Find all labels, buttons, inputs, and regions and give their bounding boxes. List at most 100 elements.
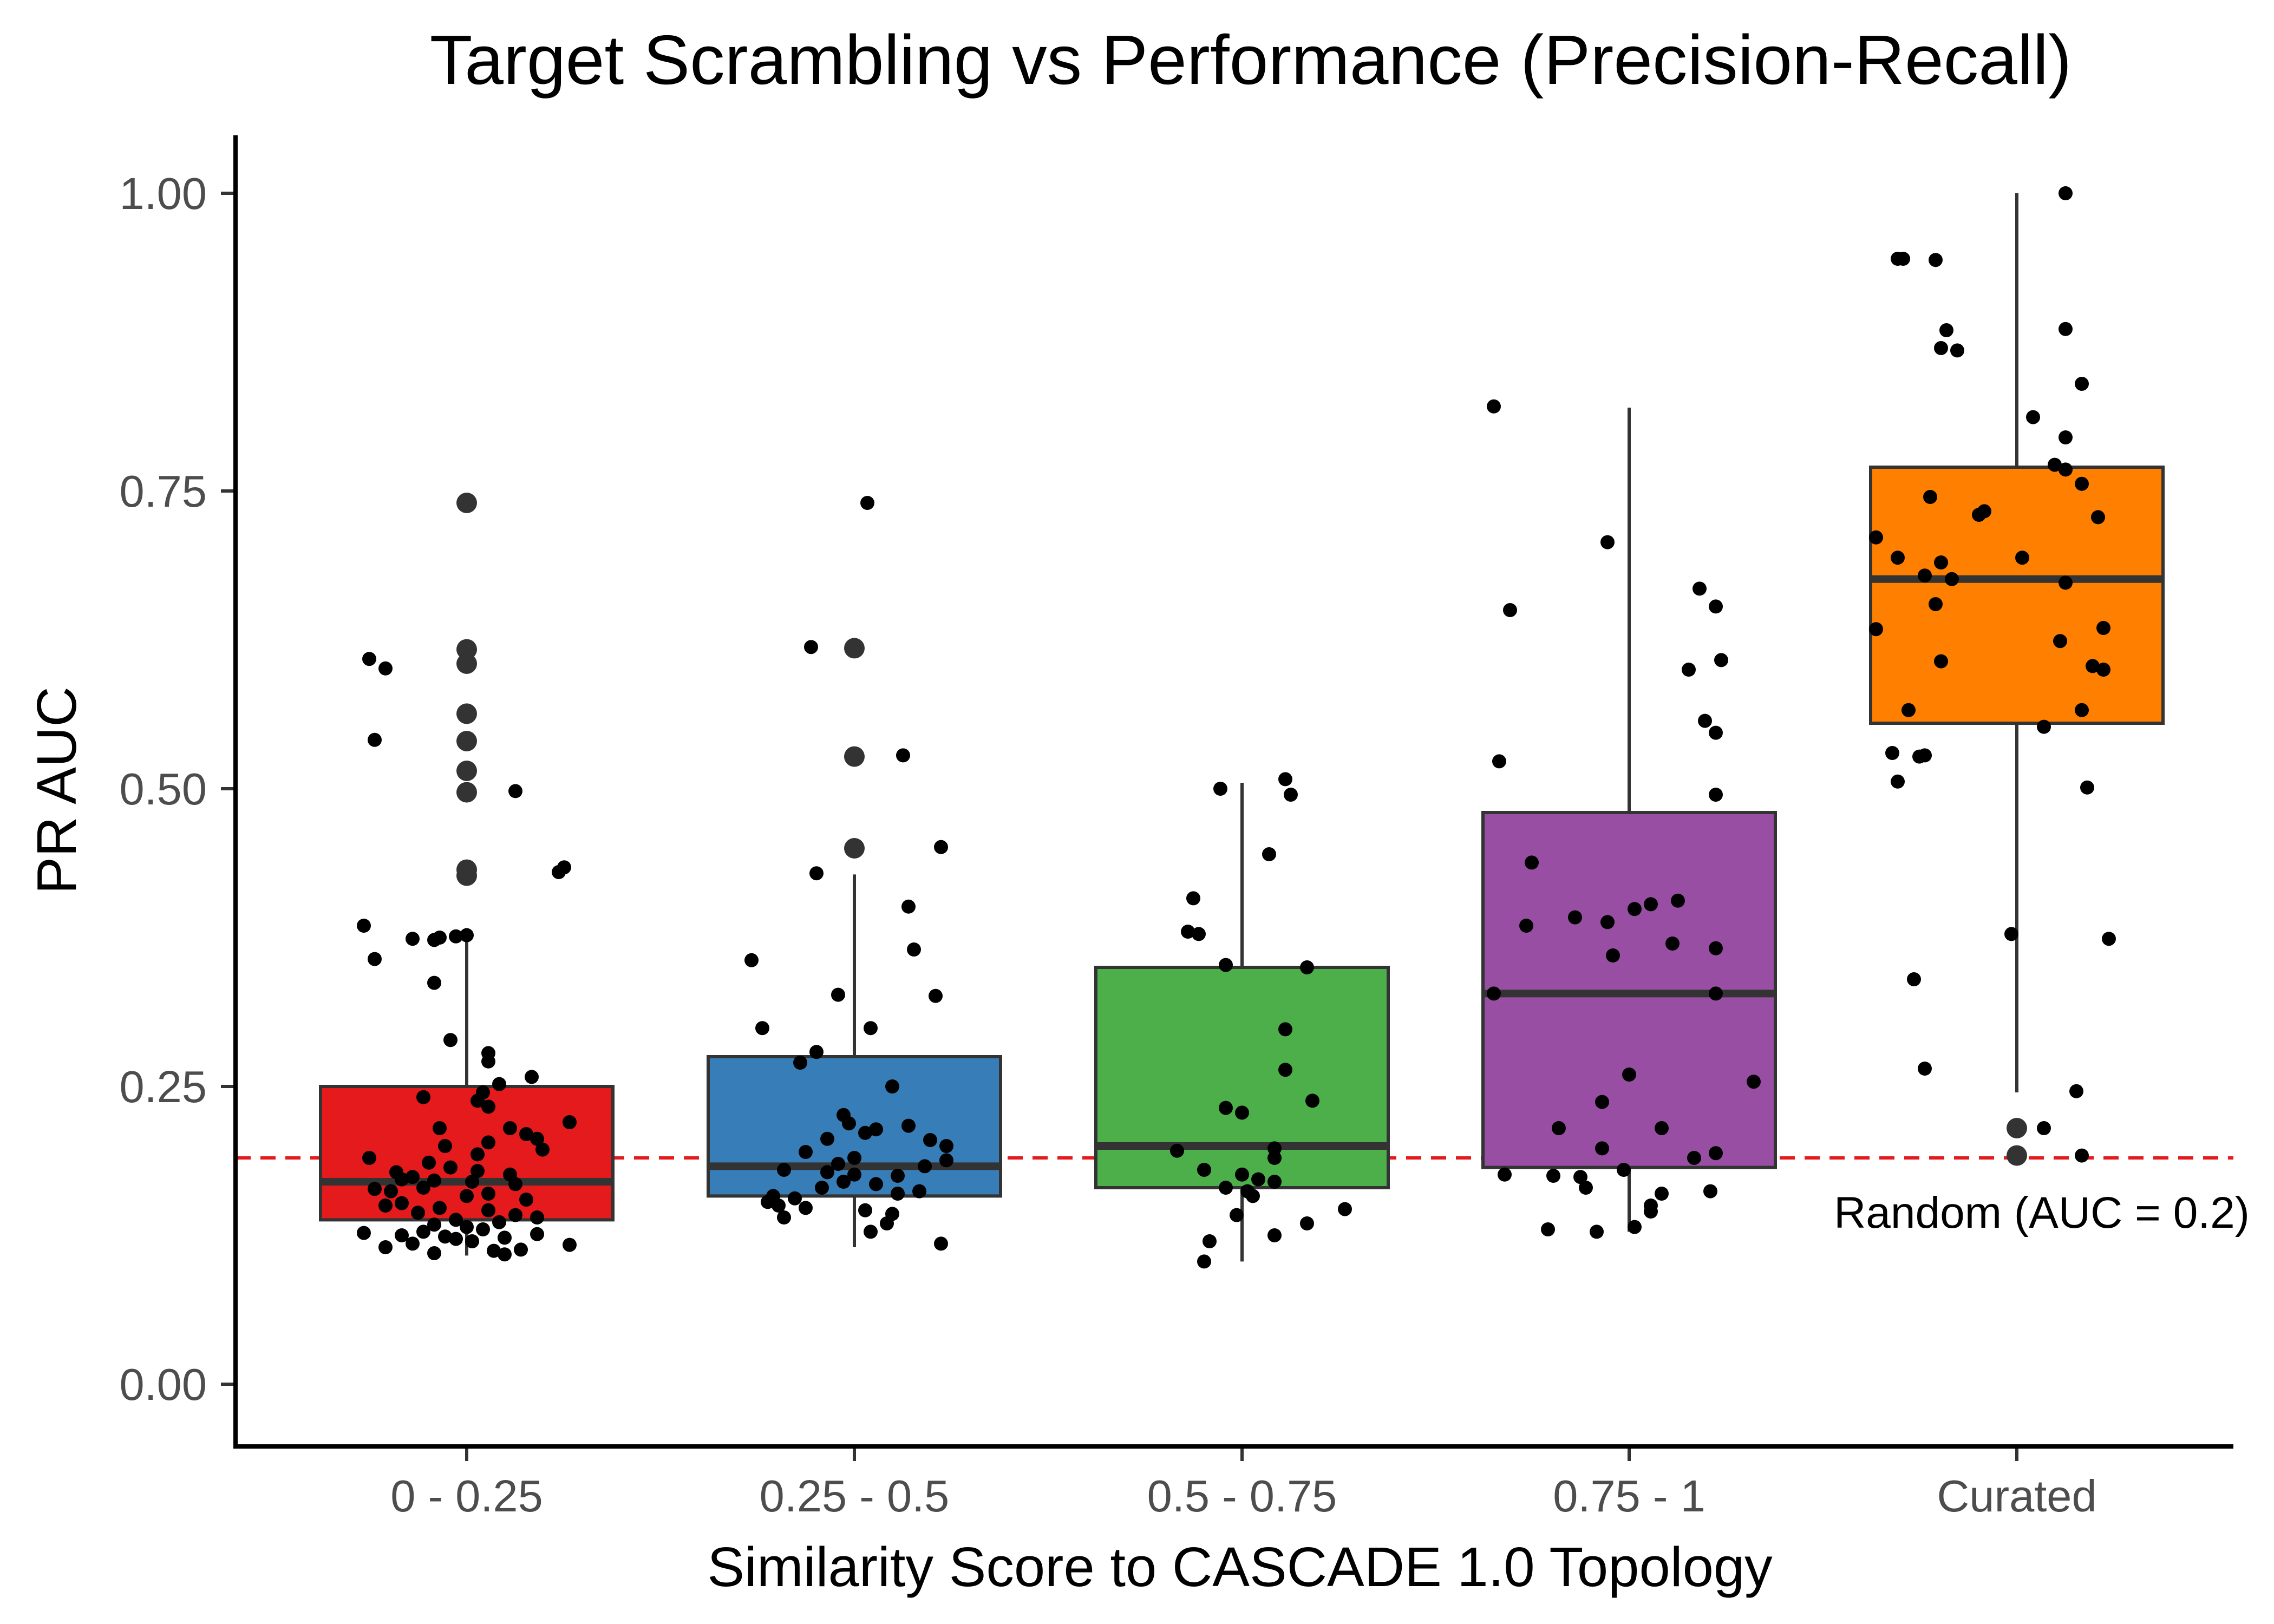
data-point [530,1131,544,1146]
data-point [1896,252,1910,266]
box-3 [1481,408,1777,1232]
data-point [2037,719,2051,734]
data-point [1235,1167,1249,1182]
data-point [481,1054,495,1069]
data-point [1600,915,1615,929]
data-point [1595,1141,1609,1156]
data-point [1644,897,1658,912]
data-point [918,1159,932,1174]
data-point [891,1169,905,1183]
data-point [901,1118,916,1133]
data-point [864,1021,878,1036]
data-point [939,1139,953,1153]
data-point [378,1199,393,1213]
y-tick-label: 0.25 [119,1062,207,1112]
outlier-point [456,761,477,781]
data-point [804,640,818,654]
data-point [1267,1228,1282,1242]
data-point [1235,1105,1249,1120]
data-point [1219,1181,1233,1195]
outlier-point [456,731,477,751]
data-point [465,1234,479,1248]
data-point [809,866,824,881]
data-point [481,1135,495,1150]
data-point [438,1139,452,1153]
data-point [427,975,441,990]
data-point [508,1177,522,1191]
data-point [1262,847,1276,861]
data-point [912,1184,926,1199]
data-point [1907,972,1921,986]
data-point [847,1151,861,1165]
data-point [492,1077,506,1091]
data-point [1595,1095,1609,1109]
data-point [2086,659,2100,673]
data-point [1644,1204,1658,1219]
data-point [460,928,474,942]
data-point [1714,653,1728,667]
data-point [858,1125,872,1140]
y-tick-label: 0.00 [119,1359,207,1410]
data-point [2075,703,2089,717]
data-point [503,1121,517,1135]
data-point [820,1131,834,1146]
data-point [1568,910,1582,925]
data-point [1590,1224,1604,1239]
data-point [2059,575,2073,590]
data-point [2091,510,2105,525]
data-point [1197,1163,1211,1177]
data-point [788,1191,802,1206]
data-point [563,1115,577,1129]
data-point [1525,855,1539,870]
data-point [793,1056,807,1070]
data-point [378,661,393,676]
outlier-point [844,746,865,767]
data-point [1219,958,1233,972]
data-point [1622,1068,1636,1082]
y-ticks: 0.00 0.25 0.50 0.75 1.00 [119,168,233,1410]
data-point [1929,253,1943,267]
data-point [1552,1121,1566,1135]
data-point [427,1173,441,1188]
data-point [557,860,571,875]
data-point [1541,1222,1555,1236]
data-point [406,1170,420,1184]
data-point [831,1157,845,1171]
data-point [907,942,921,957]
data-point [406,932,420,946]
data-point [465,1175,479,1189]
data-point [519,1127,533,1141]
data-point [1186,891,1200,906]
data-point [1617,1163,1631,1177]
data-point [460,1220,474,1234]
data-point [1934,341,1948,355]
data-point [422,1155,436,1170]
data-point [1918,1062,1932,1076]
data-point [837,1175,851,1189]
data-point [1197,1254,1211,1269]
x-ticks: 0 - 0.25 0.25 - 0.5 0.5 - 0.75 0.75 - 1 Cura… [390,1449,2097,1521]
data-point [1606,948,1620,962]
data-point [1891,774,1905,789]
outlier-point [456,782,477,803]
data-point [438,1229,452,1244]
data-point [885,1079,899,1093]
data-point [1213,782,1227,796]
data-point [433,1121,447,1135]
data-point [395,1196,409,1210]
data-point [761,1195,775,1209]
data-point [2015,551,2029,565]
data-point [1945,572,1959,586]
data-point [1170,1143,1184,1158]
data-point [1267,1175,1282,1189]
data-point [1709,1146,1723,1161]
data-point [357,919,371,933]
data-point [939,1153,953,1168]
data-point [508,784,522,798]
x-tick-label: 0 - 0.25 [390,1471,543,1521]
data-point [498,1230,512,1245]
outlier-point [2007,1145,2027,1166]
data-point [1918,568,1932,583]
data-point [449,1232,463,1246]
data-point [1709,986,1723,1001]
